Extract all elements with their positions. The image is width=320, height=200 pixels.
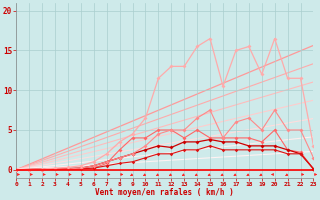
X-axis label: Vent moyen/en rafales ( km/h ): Vent moyen/en rafales ( km/h ) — [95, 188, 234, 197]
